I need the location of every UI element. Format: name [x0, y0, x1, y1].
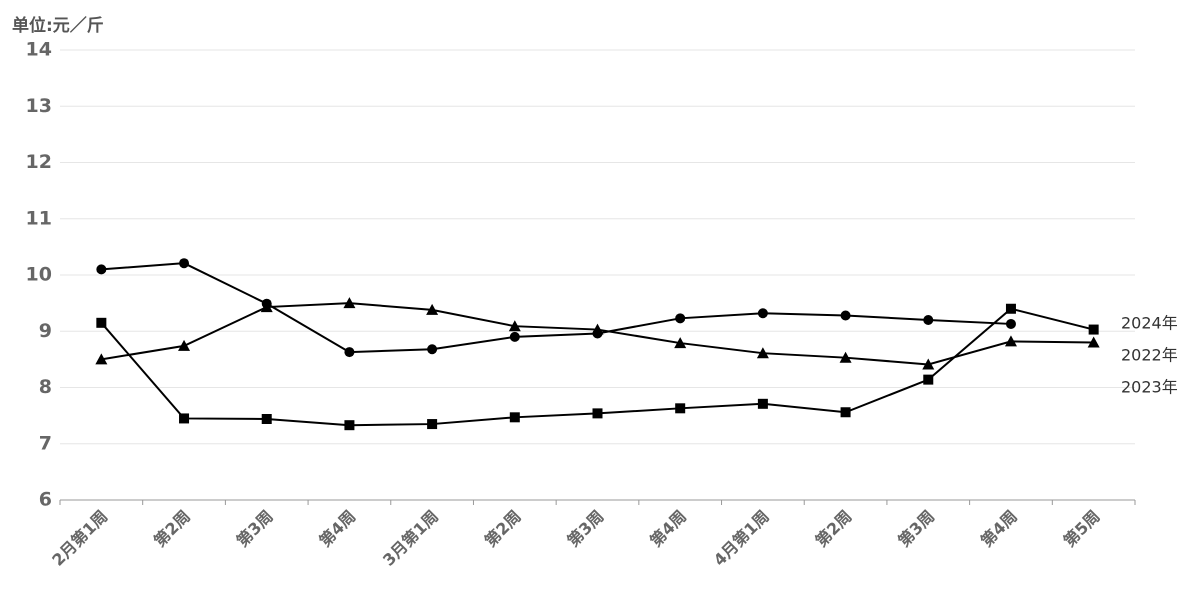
point: [757, 398, 768, 409]
point: [756, 347, 769, 359]
y-tick-label: 11: [26, 207, 52, 229]
point: [675, 313, 686, 324]
point: [260, 301, 273, 313]
point: [757, 308, 768, 319]
x-tick-label: 第3周: [894, 507, 938, 551]
x-tick-label: 第2周: [812, 507, 856, 551]
point: [179, 413, 190, 424]
y-tick-label: 6: [39, 489, 52, 511]
point: [343, 297, 356, 309]
y-tick-label: 10: [26, 264, 52, 286]
x-tick-label: 第2周: [481, 507, 525, 551]
y-tick-label: 8: [39, 376, 52, 398]
y-tick-label: 14: [26, 39, 52, 61]
point: [261, 414, 272, 424]
x-tick-label: 2月第1周: [48, 507, 111, 570]
point: [592, 408, 603, 419]
y-tick-label: 12: [26, 151, 52, 173]
point: [1005, 318, 1016, 329]
point: [96, 264, 107, 275]
point: [344, 347, 355, 358]
legend-label: 2023年: [1121, 378, 1178, 397]
point: [508, 320, 521, 332]
point: [1087, 336, 1100, 348]
point: [675, 403, 686, 414]
x-tick-label: 4月第1周: [710, 507, 773, 570]
point: [591, 323, 604, 335]
point: [179, 258, 190, 269]
point: [674, 337, 687, 349]
point: [96, 317, 107, 328]
x-tick-label: 第5周: [1060, 507, 1104, 551]
point: [427, 344, 438, 355]
x-tick-label: 第4周: [646, 507, 690, 551]
x-tick-label: 第3周: [564, 507, 608, 551]
legend-label: 2022年: [1121, 346, 1178, 365]
point: [178, 339, 191, 351]
point: [1088, 324, 1099, 335]
point: [923, 374, 934, 385]
x-tick-label: 第3周: [233, 507, 277, 551]
y-tick-label: 13: [26, 95, 52, 117]
point: [923, 315, 934, 325]
point: [1004, 335, 1017, 347]
y-tick-label: 7: [39, 432, 52, 454]
x-tick-label: 第4周: [315, 507, 359, 551]
legend-label: 2024年: [1121, 314, 1178, 333]
point: [509, 331, 520, 342]
point: [344, 420, 355, 431]
point: [1005, 303, 1016, 314]
unit-label: 单位:元／斤: [12, 15, 104, 36]
point: [427, 419, 438, 430]
point: [839, 351, 852, 363]
point: [426, 303, 439, 315]
x-tick-label: 3月第1周: [379, 507, 442, 570]
point: [840, 407, 851, 418]
x-tick-label: 第4周: [977, 507, 1021, 551]
x-tick-label: 第2周: [150, 507, 194, 551]
y-tick-label: 9: [39, 320, 52, 342]
point: [922, 358, 935, 370]
point: [840, 310, 851, 321]
point: [509, 412, 520, 423]
series-line: [101, 262, 1012, 354]
point: [95, 353, 108, 365]
